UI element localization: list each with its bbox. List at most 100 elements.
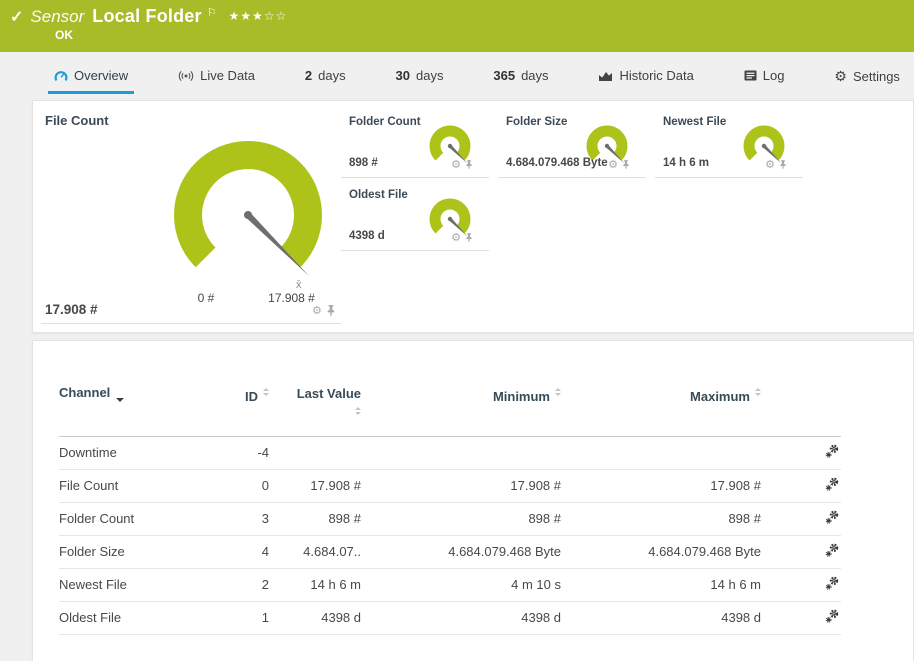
- flag-icon[interactable]: ⚐: [206, 7, 217, 19]
- primary-gauge-value: 17.908 #: [45, 302, 98, 317]
- sensor-title: Local Folder: [92, 6, 202, 26]
- status-check-icon: ✓: [10, 9, 24, 26]
- tab-overview[interactable]: Overview: [48, 66, 135, 94]
- channel-id: 4: [209, 535, 269, 569]
- channels-table: Channel ID Last Value Minimum Maximum Do…: [59, 383, 841, 635]
- table-row: Oldest File 1 4398 d 4398 d 4398 d: [59, 601, 841, 635]
- mini-gauge-cell-folder-count: Folder Count 898 # ⚙: [341, 108, 489, 178]
- channel-name[interactable]: Downtime: [59, 436, 209, 470]
- channel-maximum: 14 h 6 m: [561, 568, 761, 602]
- channel-name[interactable]: File Count: [59, 469, 209, 503]
- pin-icon[interactable]: [465, 232, 473, 243]
- column-header-settings: [761, 383, 841, 437]
- column-header-minimum[interactable]: Minimum: [361, 383, 561, 437]
- channel-last-value: 14 h 6 m: [269, 568, 361, 602]
- channel-maximum: 898 #: [561, 502, 761, 536]
- status-badge: OK: [55, 28, 73, 42]
- primary-gauge-label: File Count: [45, 113, 109, 128]
- table-row: Newest File 2 14 h 6 m 4 m 10 s 14 h 6 m: [59, 568, 841, 602]
- channel-id: 0: [209, 469, 269, 503]
- mini-gauge-label: Folder Size: [506, 116, 568, 128]
- channel-minimum: 4.684.079.468 Byte: [361, 535, 561, 569]
- column-header-id[interactable]: ID: [209, 383, 269, 437]
- tab-30-days[interactable]: 30 days: [395, 68, 444, 83]
- channel-last-value: [269, 436, 361, 470]
- column-header-maximum[interactable]: Maximum: [561, 383, 761, 437]
- gauge-gear-icon[interactable]: ⚙: [451, 159, 461, 171]
- sort-icon: [555, 385, 561, 399]
- table-row: Folder Size 4 4.684.07.. 4.684.079.468 B…: [59, 535, 841, 569]
- mini-gauge-value: 898 #: [349, 157, 378, 169]
- channel-name[interactable]: Folder Count: [59, 502, 209, 536]
- mini-gauge: [743, 125, 785, 164]
- channel-last-value: 4.684.07..: [269, 535, 361, 569]
- pin-icon[interactable]: [779, 159, 787, 170]
- channel-maximum: [561, 436, 761, 470]
- channel-name[interactable]: Newest File: [59, 568, 209, 602]
- mini-gauge-value: 4398 d: [349, 230, 385, 242]
- gear-icon: ⚙: [834, 68, 847, 84]
- tab-bar: Overview Live Data 2 days 30 days 365 da…: [0, 66, 914, 96]
- channel-id: 2: [209, 568, 269, 602]
- channel-settings-icon[interactable]: [825, 477, 839, 494]
- pin-icon[interactable]: [465, 159, 473, 170]
- mini-gauge-cell-folder-size: Folder Size 4.684.079.468 Byte ⚙: [498, 108, 646, 178]
- channel-minimum: 898 #: [361, 502, 561, 536]
- mini-gauge-label: Oldest File: [349, 189, 408, 201]
- priority-stars[interactable]: ★★★☆☆: [228, 9, 288, 23]
- channel-name[interactable]: Oldest File: [59, 601, 209, 635]
- gauge-gear-icon[interactable]: ⚙: [312, 305, 322, 317]
- channel-settings-icon[interactable]: [825, 510, 839, 527]
- mini-gauge-cell-oldest-file: Oldest File 4398 d ⚙: [341, 181, 489, 251]
- gauge-gear-icon[interactable]: ⚙: [451, 232, 461, 244]
- area-chart-icon: [598, 70, 613, 82]
- sort-desc-icon: [116, 398, 125, 406]
- tab-log[interactable]: Log: [738, 66, 791, 91]
- table-row: File Count 0 17.908 # 17.908 # 17.908 #: [59, 469, 841, 503]
- channel-settings-icon[interactable]: [825, 609, 839, 626]
- mini-gauge-cell-newest-file: Newest File 14 h 6 m ⚙: [655, 108, 803, 178]
- gauge-min-label: 0 #: [197, 291, 215, 305]
- sort-icon: [263, 385, 269, 399]
- channel-name[interactable]: Folder Size: [59, 535, 209, 569]
- channel-last-value: 898 #: [269, 502, 361, 536]
- average-marker: x̄: [296, 279, 302, 291]
- channel-settings-icon[interactable]: [825, 444, 839, 461]
- pin-icon[interactable]: [326, 304, 336, 317]
- gauges-panel: File Count x̄ 0 # 17.908 # 17.908 # ⚙ Fo…: [32, 100, 914, 333]
- channel-id: 1: [209, 601, 269, 635]
- sensor-header: ✓ Sensor Local Folder ⚐ ★★★☆☆ OK: [0, 0, 914, 52]
- gauge-gear-icon[interactable]: ⚙: [608, 159, 618, 171]
- tab-live-data[interactable]: Live Data: [172, 66, 261, 91]
- tab-settings[interactable]: ⚙ Settings: [834, 68, 900, 84]
- channel-id: -4: [209, 436, 269, 470]
- primary-gauge: [174, 140, 322, 277]
- gauge-icon: [54, 69, 68, 82]
- column-header-channel[interactable]: Channel: [59, 383, 209, 437]
- tab-historic-data[interactable]: Historic Data: [592, 66, 699, 91]
- mini-gauge-value: 14 h 6 m: [663, 157, 710, 169]
- mini-gauge-label: Newest File: [663, 116, 727, 128]
- sort-icon: [355, 404, 361, 418]
- tab-365-days[interactable]: 365 days: [493, 68, 549, 83]
- channels-panel: Channel ID Last Value Minimum Maximum Do…: [32, 340, 914, 661]
- table-row: Folder Count 3 898 # 898 # 898 #: [59, 502, 841, 536]
- channel-maximum: 4398 d: [561, 601, 761, 635]
- channel-minimum: 4 m 10 s: [361, 568, 561, 602]
- gauge-gear-icon[interactable]: ⚙: [765, 159, 775, 171]
- pin-icon[interactable]: [622, 159, 630, 170]
- channel-maximum: 4.684.079.468 Byte: [561, 535, 761, 569]
- channel-last-value: 4398 d: [269, 601, 361, 635]
- column-header-last-value[interactable]: Last Value: [269, 383, 361, 437]
- channel-settings-icon[interactable]: [825, 543, 839, 560]
- object-kind-label: Sensor: [30, 7, 85, 26]
- channel-maximum: 17.908 #: [561, 469, 761, 503]
- tab-2-days[interactable]: 2 days: [304, 68, 346, 83]
- sort-icon: [755, 385, 761, 399]
- mini-gauge: [429, 125, 471, 164]
- channel-last-value: 17.908 #: [269, 469, 361, 503]
- table-row: Downtime -4: [59, 436, 841, 470]
- mini-gauge: [429, 198, 471, 237]
- channel-settings-icon[interactable]: [825, 576, 839, 593]
